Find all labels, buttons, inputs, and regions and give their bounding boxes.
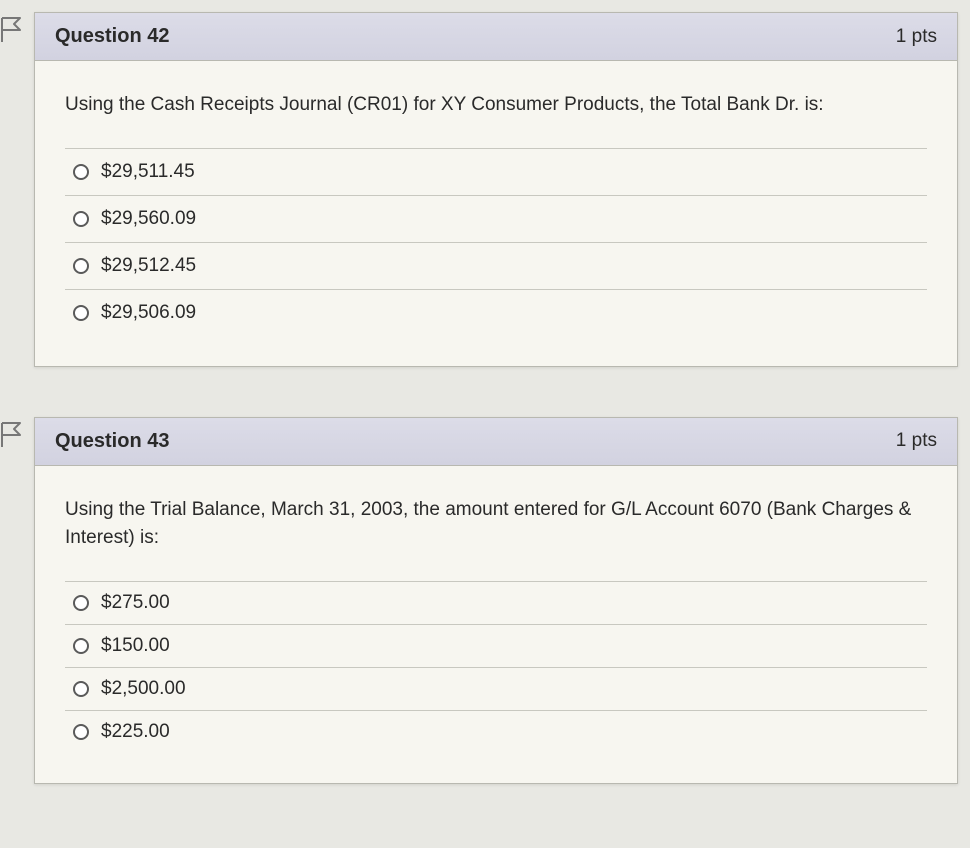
radio-icon[interactable] — [73, 595, 89, 611]
option-label: $225.00 — [101, 721, 170, 743]
option-row[interactable]: $2,500.00 — [65, 668, 927, 711]
option-row[interactable]: $29,511.45 — [65, 149, 927, 196]
question-prompt: Using the Trial Balance, March 31, 2003,… — [65, 496, 927, 553]
question-title: Question 42 — [55, 25, 169, 48]
option-row[interactable]: $29,560.09 — [65, 196, 927, 243]
radio-icon[interactable] — [73, 724, 89, 740]
question-row-42: Question 42 1 pts Using the Cash Receipt… — [0, 12, 958, 367]
option-row[interactable]: $225.00 — [65, 711, 927, 753]
radio-icon[interactable] — [73, 305, 89, 321]
option-row[interactable]: $29,506.09 — [65, 290, 927, 336]
option-row[interactable]: $275.00 — [65, 582, 927, 625]
flag-icon[interactable] — [0, 16, 24, 44]
radio-icon[interactable] — [73, 164, 89, 180]
options-list: $275.00 $150.00 $2,500.00 $225.00 — [65, 581, 927, 753]
radio-icon[interactable] — [73, 211, 89, 227]
radio-icon[interactable] — [73, 258, 89, 274]
question-card-43: Question 43 1 pts Using the Trial Balanc… — [34, 417, 958, 784]
option-label: $29,512.45 — [101, 255, 196, 277]
option-label: $29,511.45 — [101, 161, 195, 183]
radio-icon[interactable] — [73, 681, 89, 697]
question-header: Question 43 1 pts — [35, 418, 957, 466]
radio-icon[interactable] — [73, 638, 89, 654]
question-card-42: Question 42 1 pts Using the Cash Receipt… — [34, 12, 958, 367]
option-row[interactable]: $150.00 — [65, 625, 927, 668]
question-body: Using the Trial Balance, March 31, 2003,… — [35, 466, 957, 783]
question-points: 1 pts — [896, 26, 937, 48]
option-row[interactable]: $29,512.45 — [65, 243, 927, 290]
question-row-43: Question 43 1 pts Using the Trial Balanc… — [0, 417, 958, 784]
quiz-container: Question 42 1 pts Using the Cash Receipt… — [0, 12, 958, 784]
option-label: $275.00 — [101, 592, 170, 614]
option-label: $29,560.09 — [101, 208, 196, 230]
flag-icon[interactable] — [0, 421, 24, 449]
option-label: $150.00 — [101, 635, 170, 657]
question-body: Using the Cash Receipts Journal (CR01) f… — [35, 61, 957, 366]
option-label: $2,500.00 — [101, 678, 186, 700]
option-label: $29,506.09 — [101, 302, 196, 324]
question-header: Question 42 1 pts — [35, 13, 957, 61]
question-prompt: Using the Cash Receipts Journal (CR01) f… — [65, 91, 927, 120]
question-title: Question 43 — [55, 430, 169, 453]
options-list: $29,511.45 $29,560.09 $29,512.45 $29,506… — [65, 148, 927, 336]
question-points: 1 pts — [896, 430, 937, 452]
